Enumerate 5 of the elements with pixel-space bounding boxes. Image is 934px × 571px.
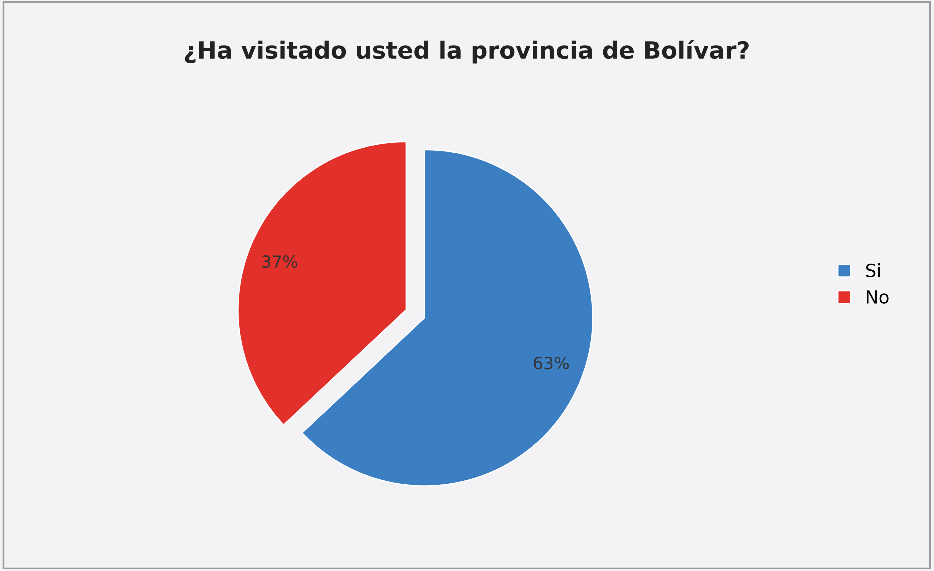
- data-label: 63%: [534, 357, 570, 370]
- legend-label: Si: [866, 264, 880, 278]
- data-label: 37%: [262, 256, 298, 268]
- legend-label: No: [867, 290, 889, 304]
- chart-title: ¿Ha visitado usted la provincia de Bolívar?: [185, 40, 749, 64]
